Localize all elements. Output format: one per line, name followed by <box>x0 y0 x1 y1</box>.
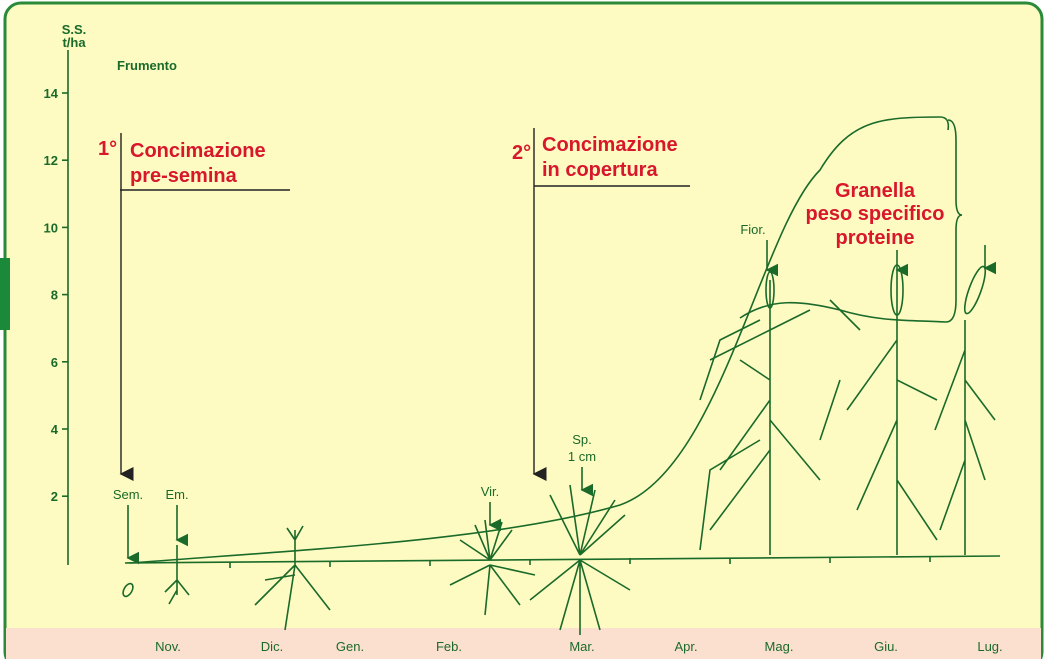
stage-label: Em. <box>165 487 188 502</box>
y-tick-label: 2 <box>51 489 58 504</box>
stage-label: Sem. <box>113 487 143 502</box>
month-label: Nov. <box>155 639 181 654</box>
stage-label: Sp. <box>572 432 592 447</box>
y-tick-label: 6 <box>51 355 58 370</box>
fert-text: Concimazione <box>130 140 266 162</box>
month-label: Lug. <box>977 639 1002 654</box>
diagram: S.S. t/ha 1412108642 Frumento 1° Concima… <box>0 0 1047 659</box>
y-tick-label: 8 <box>51 288 58 303</box>
fert-number: 2° <box>512 142 531 164</box>
stage-label: Fior. <box>740 222 765 237</box>
month-label: Gen. <box>336 639 364 654</box>
month-label: Dic. <box>261 639 283 654</box>
fert-number: 1° <box>98 138 117 160</box>
fert-text: Concimazione <box>542 134 678 156</box>
month-label: Feb. <box>436 639 462 654</box>
harvest-text: Granella <box>835 180 916 202</box>
side-tab <box>0 258 10 330</box>
month-label: Mag. <box>765 639 794 654</box>
harvest-text: proteine <box>836 227 915 249</box>
y-tick-label: 12 <box>44 153 58 168</box>
y-tick-label: 10 <box>44 220 58 235</box>
harvest-text: peso specifico <box>806 203 945 225</box>
fert-text: pre-semina <box>130 165 238 187</box>
month-label: Mar. <box>569 639 594 654</box>
month-label: Giu. <box>874 639 898 654</box>
y-tick-label: 14 <box>44 86 59 101</box>
month-label: Apr. <box>674 639 697 654</box>
y-tick-label: 4 <box>51 422 59 437</box>
y-axis-label: t/ha <box>62 35 86 50</box>
crop-label: Frumento <box>117 58 177 73</box>
fert-text: in copertura <box>542 159 658 181</box>
stage-label: Vir. <box>481 484 500 499</box>
stage-label: 1 cm <box>568 449 596 464</box>
